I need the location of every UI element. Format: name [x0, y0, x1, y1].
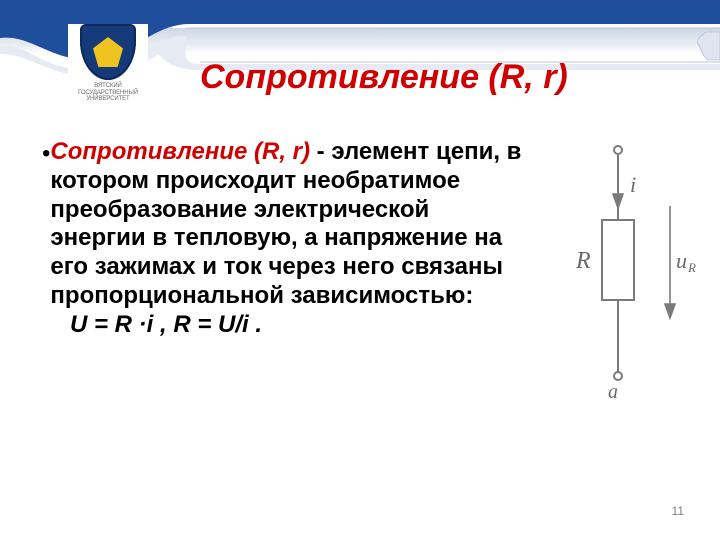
label-a: a: [608, 381, 618, 400]
content-block: • Сопротивление (R, r) - элемент цепи, в…: [42, 138, 522, 339]
top-border-bar: [0, 0, 720, 14]
slide-title: Сопротивление (R, r): [200, 58, 690, 97]
svg-text:R: R: [687, 260, 696, 275]
resistor-schematic-icon: i R u R a: [558, 140, 698, 400]
university-logo: ВЯТСКИЙ ГОСУДАРСТВЕННЫЙ УНИВЕРСИТЕТ: [68, 24, 148, 116]
shield-icon: [80, 24, 136, 80]
formula-line: U = R ·i , R = U/i .: [42, 311, 522, 339]
label-uR: u R: [676, 248, 696, 275]
resistor-diagram: i R u R a: [558, 140, 698, 400]
definition-text: Сопротивление (R, r) - элемент цепи, в к…: [50, 138, 522, 311]
logo-caption: ВЯТСКИЙ ГОСУДАРСТВЕННЫЙ УНИВЕРСИТЕТ: [78, 83, 138, 103]
label-R: R: [575, 248, 591, 274]
term-highlight: Сопротивление (R, r): [50, 138, 310, 165]
logo-line2: ГОСУДАРСТВЕННЫЙ: [78, 90, 138, 97]
label-i: i: [630, 172, 636, 197]
bullet-marker: •: [42, 138, 50, 168]
logo-line1: ВЯТСКИЙ: [78, 83, 138, 90]
page-number: 11: [672, 504, 684, 518]
svg-text:u: u: [676, 248, 687, 273]
logo-line3: УНИВЕРСИТЕТ: [78, 96, 138, 103]
